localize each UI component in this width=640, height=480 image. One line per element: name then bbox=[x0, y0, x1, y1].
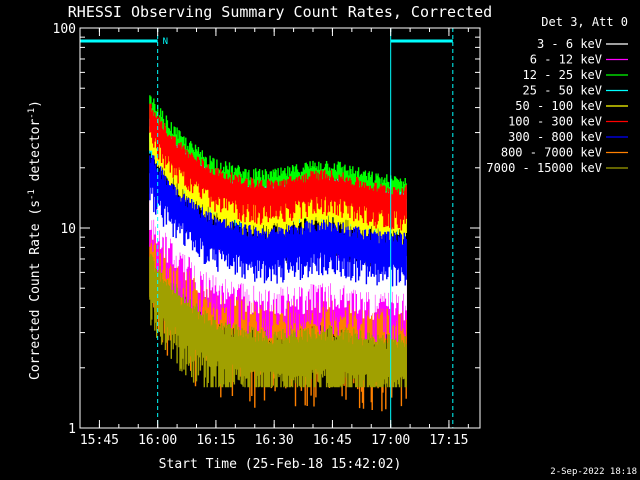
legend-entry: 100 - 300 keV bbox=[508, 115, 628, 129]
series-7000-15000kev bbox=[149, 253, 407, 388]
legend-label: 25 - 50 keV bbox=[523, 84, 602, 98]
y-tick-label: 100 bbox=[53, 22, 76, 37]
legend-entry: 50 - 100 keV bbox=[515, 99, 628, 113]
date-stamp: 2-Sep-2022 18:18 bbox=[550, 467, 637, 477]
x-axis-label: Start Time (25-Feb-18 15:42:02) bbox=[159, 457, 402, 472]
series-layer bbox=[149, 95, 407, 412]
x-tick-label: 16:45 bbox=[313, 433, 352, 448]
legend-entry: 3 - 6 keV bbox=[537, 37, 628, 51]
legend-entry: 25 - 50 keV bbox=[523, 84, 628, 98]
legend-label: 50 - 100 keV bbox=[515, 99, 602, 113]
x-tick-label: 16:30 bbox=[255, 433, 294, 448]
x-tick-label: 17:00 bbox=[371, 433, 410, 448]
x-tick-label: 16:15 bbox=[196, 433, 235, 448]
x-tick-label: 16:00 bbox=[138, 433, 177, 448]
y-tick-label: 10 bbox=[60, 222, 76, 237]
legend-header: Det 3, Att 0 bbox=[541, 15, 628, 29]
series-trace bbox=[149, 253, 407, 388]
series-trace bbox=[149, 103, 407, 231]
series-300-800kev bbox=[149, 155, 407, 287]
legend-label: 12 - 25 keV bbox=[523, 68, 602, 82]
night-label: N bbox=[163, 37, 168, 47]
axes: 15:45 16:00 16:15 16:30 16:45 17:00 17:15 1 10 10… bbox=[53, 22, 481, 448]
legend-label: 100 - 300 keV bbox=[508, 115, 602, 129]
legend-entry: 6 - 12 keV bbox=[530, 53, 628, 67]
x-tick-label: 15:45 bbox=[80, 433, 119, 448]
legend-label: 300 - 800 keV bbox=[508, 130, 602, 144]
legend-label: 3 - 6 keV bbox=[537, 37, 602, 51]
legend-label: 6 - 12 keV bbox=[530, 53, 602, 67]
legend-entry: 12 - 25 keV bbox=[523, 68, 628, 82]
x-tick-label: 17:15 bbox=[429, 433, 468, 448]
legend-entry: 300 - 800 keV bbox=[508, 130, 628, 144]
legend-label: 7000 - 15000 keV bbox=[486, 161, 602, 175]
series-trace bbox=[149, 155, 407, 287]
y-tick-label: 1 bbox=[68, 422, 76, 437]
y-axis-label: Corrected Count Rate (s-1 detector-1) bbox=[27, 100, 43, 380]
legend-label: 800 - 7000 keV bbox=[501, 146, 602, 160]
series-100-300kev bbox=[149, 103, 407, 231]
legend-entry: 800 - 7000 keV bbox=[501, 146, 628, 160]
chart-title: RHESSI Observing Summary Count Rates, Co… bbox=[68, 3, 492, 21]
legend-entry: 7000 - 15000 keV bbox=[486, 161, 628, 175]
